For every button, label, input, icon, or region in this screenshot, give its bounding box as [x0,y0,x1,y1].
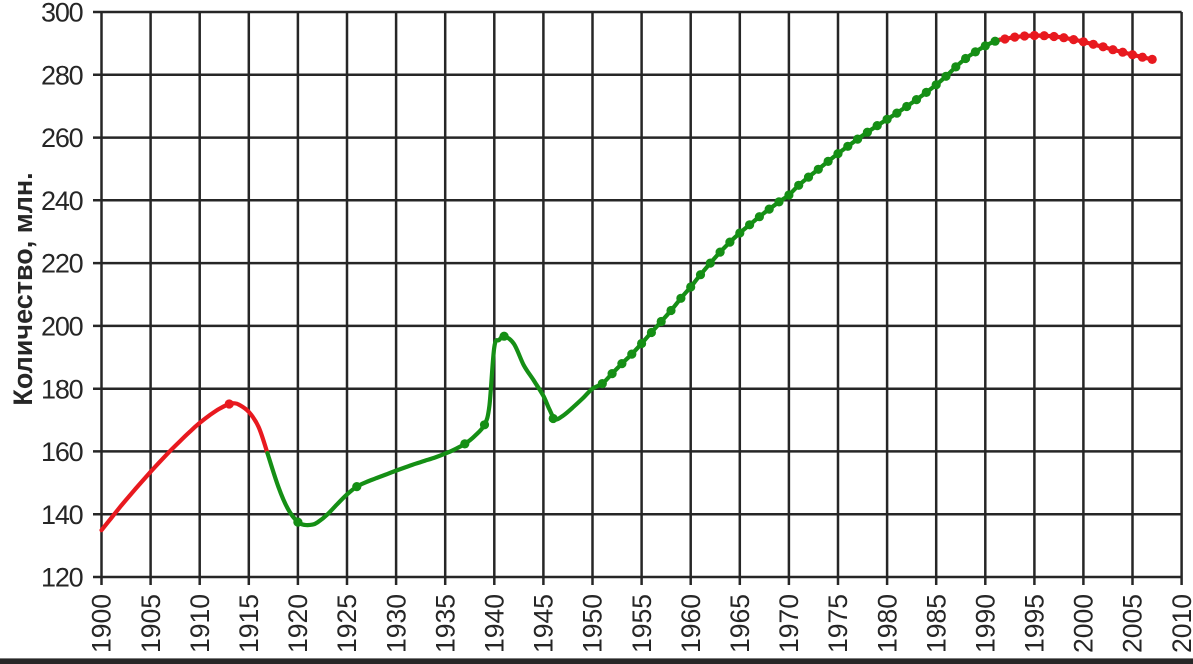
svg-text:200: 200 [41,312,83,342]
svg-text:1945: 1945 [529,594,559,653]
svg-text:2000: 2000 [1069,594,1099,653]
svg-text:1995: 1995 [1020,594,1050,653]
svg-text:Количество, млн.: Количество, млн. [8,172,38,405]
svg-text:1935: 1935 [430,594,460,653]
svg-text:1965: 1965 [725,594,755,653]
svg-text:1960: 1960 [676,594,706,653]
svg-text:1905: 1905 [136,594,166,653]
svg-text:1925: 1925 [332,594,362,653]
svg-text:260: 260 [41,123,83,153]
svg-text:1920: 1920 [283,594,313,653]
svg-text:1910: 1910 [185,594,215,653]
svg-text:240: 240 [41,186,83,216]
svg-text:220: 220 [41,249,83,279]
svg-text:1975: 1975 [823,594,853,653]
svg-text:1900: 1900 [87,594,117,653]
svg-text:1930: 1930 [381,594,411,653]
svg-text:300: 300 [41,0,83,28]
svg-text:1950: 1950 [578,594,608,653]
svg-text:140: 140 [41,500,83,530]
svg-text:180: 180 [41,374,83,404]
svg-text:1940: 1940 [480,594,510,653]
svg-text:120: 120 [41,563,83,593]
svg-text:1970: 1970 [774,594,804,653]
svg-text:1990: 1990 [971,594,1001,653]
svg-text:1955: 1955 [627,594,657,653]
svg-text:1915: 1915 [234,594,264,653]
svg-text:1985: 1985 [921,594,951,653]
svg-text:160: 160 [41,437,83,467]
svg-text:2005: 2005 [1118,594,1148,653]
svg-text:1980: 1980 [872,594,902,653]
svg-text:280: 280 [41,60,83,90]
svg-text:2010: 2010 [1167,594,1193,653]
